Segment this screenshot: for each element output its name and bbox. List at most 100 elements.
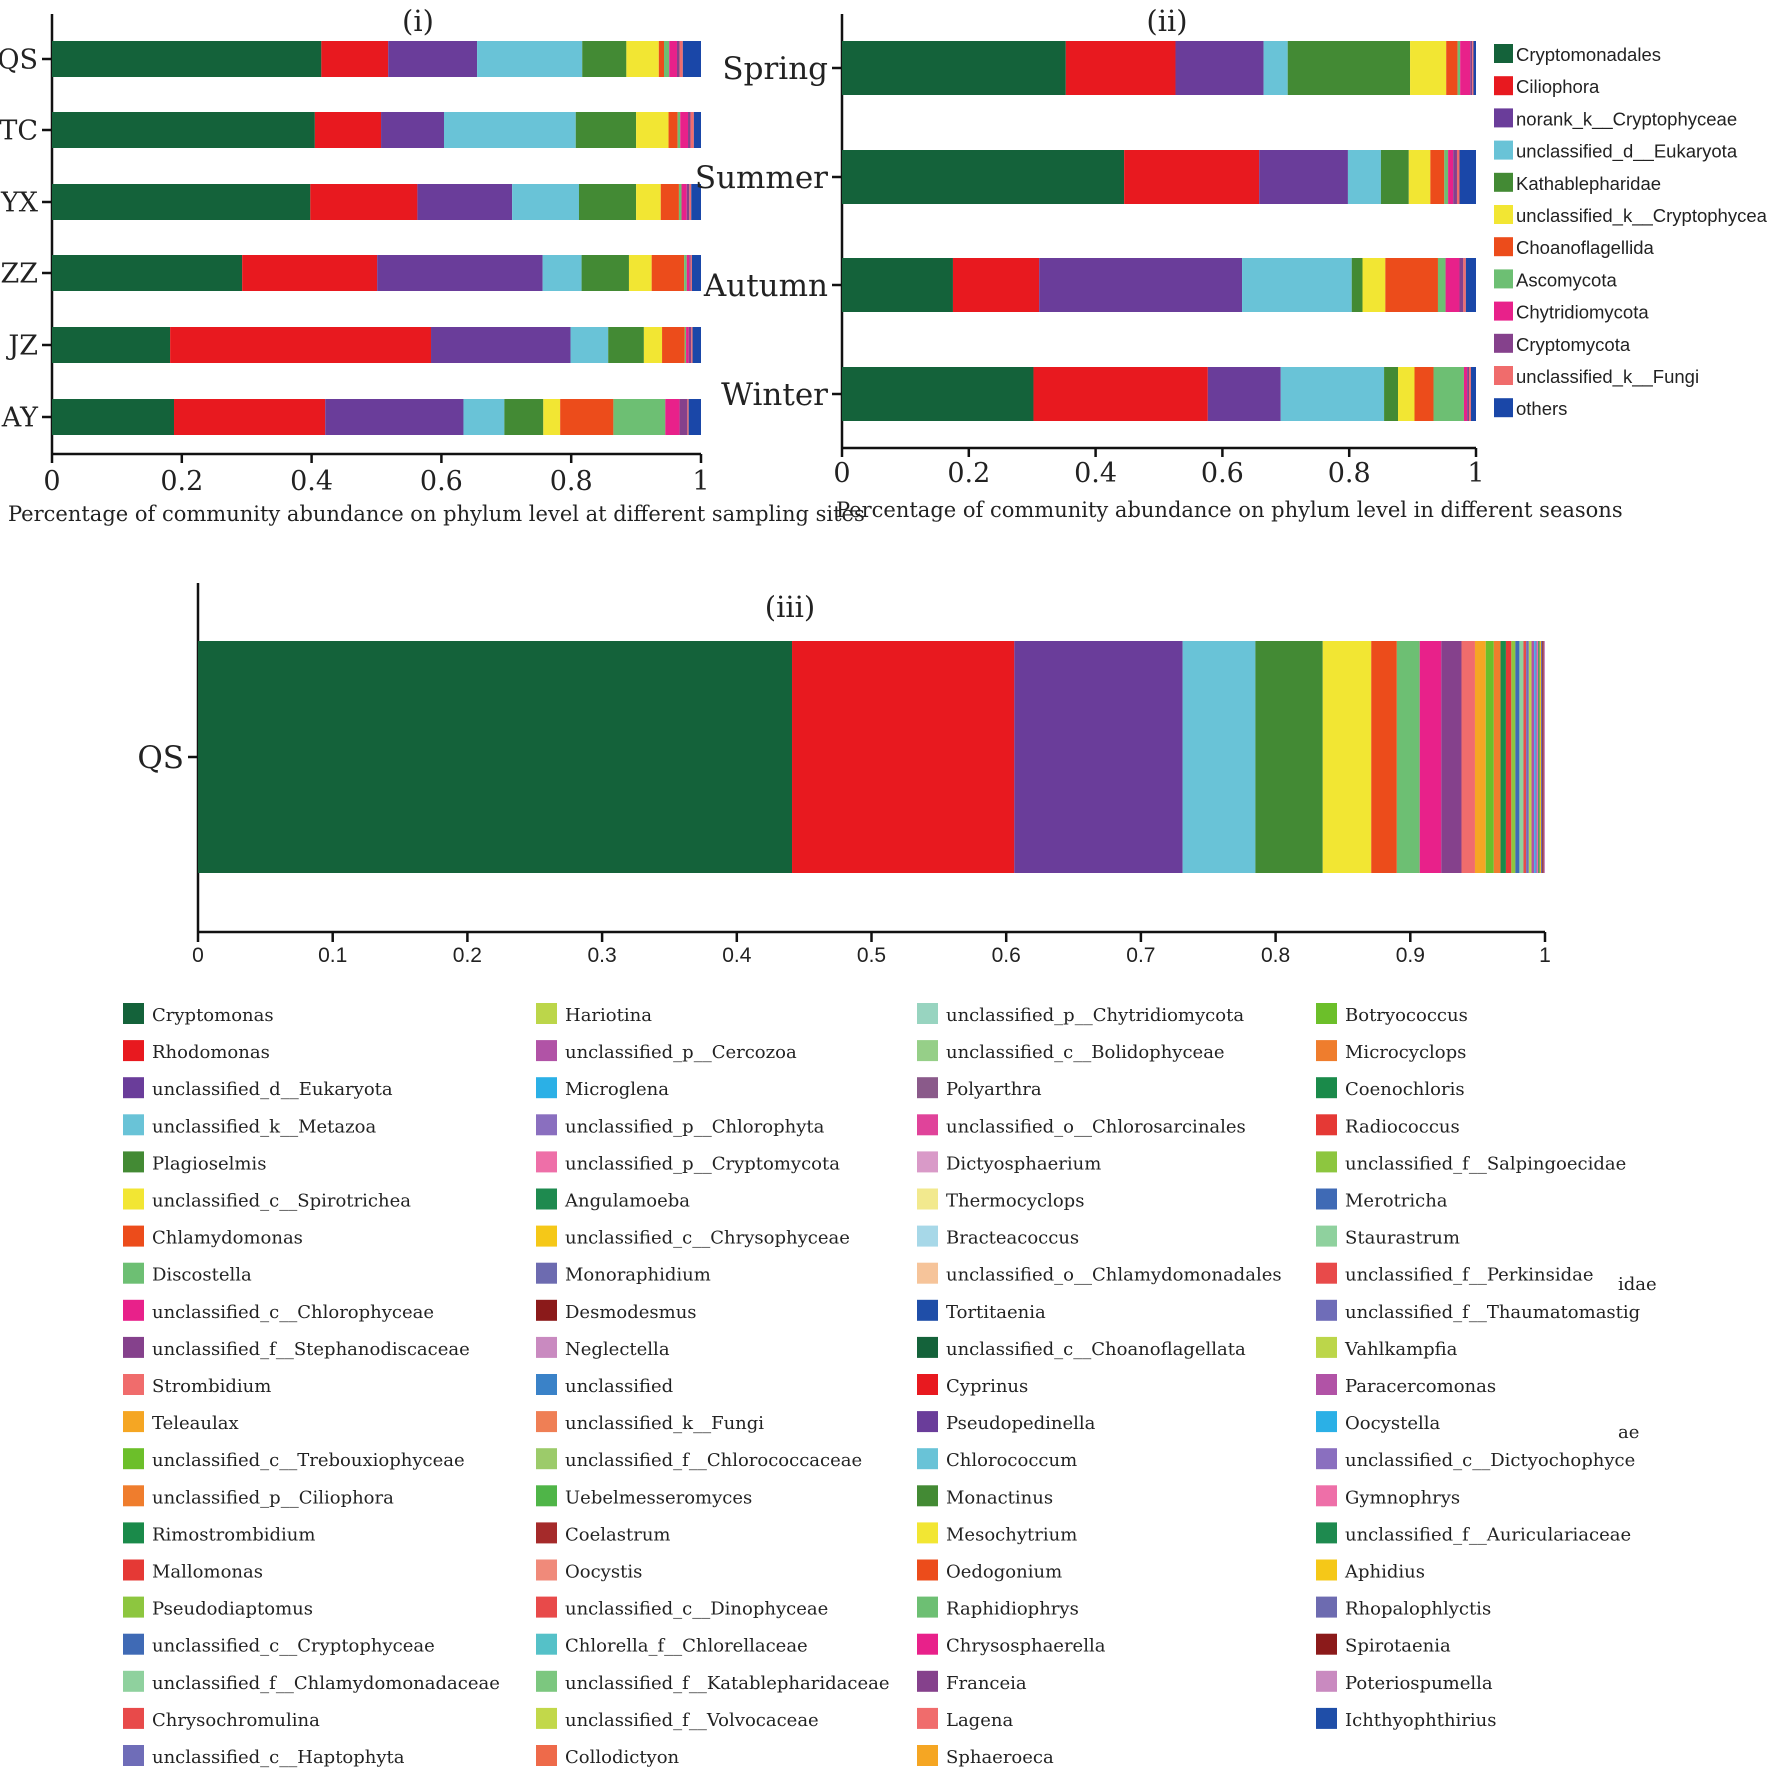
legend-label-oedogonium: Oedogonium: [946, 1562, 1062, 1583]
panel-ii-bar-autumn-unclassified-k-cryptophycea: [1362, 258, 1386, 312]
legend-label-radiococcus: Radiococcus: [1345, 1116, 1460, 1137]
panel-iii-bar-qs-plagioselmis: [1255, 641, 1323, 873]
panel-ii-category-label-autumn: Autumn: [703, 268, 828, 304]
legend-swatch-chlamydomonas: [123, 1225, 144, 1247]
panel-i-bar-ay-unclassified-k-fungi: [687, 399, 689, 435]
panel-i-bar-tc-norank-k-cryptophyceae: [381, 112, 444, 148]
legend-label-ascomycota: Ascomycota: [1516, 269, 1617, 290]
legend-label-cyprinus: Cyprinus: [946, 1376, 1028, 1397]
legend-label-rhopalophlyctis: Rhopalophlyctis: [1345, 1599, 1491, 1620]
panel-iii-bar-qs-rhodomonas: [792, 641, 1015, 873]
legend-swatch-botryococcus: [1316, 1003, 1337, 1024]
panel-ii-bar-winter-ciliophora: [1033, 367, 1208, 421]
legend-label-unclassified-p-chytridiomycota: unclassified_p__Chytridiomycota: [946, 1005, 1244, 1026]
legend-swatch-cryptomonas: [123, 1003, 144, 1024]
panel-i-bar-tc-ciliophora: [314, 112, 382, 148]
panel-iii-genus: (iii) 0 0.1 0.2 0.3 0.4 0.5 0.6 0.7 0.8 0.9 1 QS Cry…: [123, 583, 1657, 1768]
panel-ii-bar-autumn-choanoflagellida: [1385, 258, 1438, 312]
legend-swatch-unclassified-f-auriculariaceae: [1316, 1522, 1337, 1544]
panel-i-bar-yx-kathablepharidae: [578, 184, 637, 220]
legend-swatch-unclassified-c-bolidophyceae: [917, 1040, 938, 1062]
panel-ii-bar-autumn-chytridiomycota: [1445, 258, 1460, 312]
legend-label-coenochloris: Coenochloris: [1345, 1079, 1465, 1100]
legend-label-collodictyon: Collodictyon: [565, 1747, 680, 1768]
legend-swatch-cryptomycota: [1494, 333, 1513, 353]
legend-swatch-paracercomonas: [1316, 1374, 1337, 1395]
legend-label-hariotina: Hariotina: [565, 1005, 652, 1026]
panel-i-category-label-yx: YX: [0, 187, 39, 218]
legend-label-bracteacoccus: Bracteacoccus: [946, 1228, 1079, 1249]
legend-label-monactinus: Monactinus: [946, 1487, 1053, 1508]
legend-swatch-poteriospumella: [1316, 1670, 1337, 1692]
panel-ii-bar-spring-cryptomonadales: [842, 41, 1066, 95]
panel-ii-bar-spring-kathablepharidae: [1287, 41, 1411, 95]
panel-ii-category-label-spring: Spring: [722, 51, 828, 87]
legend-swatch-ichthyophthirius: [1316, 1707, 1337, 1729]
legend-label-unclassified-p-ciliophora: unclassified_p__Ciliophora: [152, 1487, 394, 1508]
panel-ii-bar-autumn-kathablepharidae: [1351, 258, 1363, 312]
legend-swatch-unclassified-f-stephanodiscaceae: [123, 1336, 144, 1358]
panel-i-bar-zz-unclassified-d-eukaryota: [542, 255, 582, 291]
panel-iii-bar-qs-mallomonas: [1505, 641, 1512, 873]
legend-swatch-gymnophrys: [1316, 1485, 1337, 1507]
panel-i-bar-tc-ascomycota: [677, 112, 681, 148]
legend-label-aphidius: Aphidius: [1344, 1562, 1425, 1583]
panel-i-x-tick-label: 0: [43, 466, 60, 497]
panel-iii-bar-qs-hariotina: [1528, 641, 1532, 873]
panel-i-bar-tc-others: [693, 112, 701, 148]
panel-ii-bar-winter-others: [1470, 367, 1476, 421]
legend-label-oocystis: Oocystis: [565, 1562, 642, 1583]
legend-swatch-radiococcus: [1316, 1114, 1337, 1136]
legend-swatch-others: [1494, 398, 1513, 418]
legend-swatch-sphaeroeca: [917, 1745, 938, 1766]
legend-swatch-oocystella: [1316, 1411, 1337, 1433]
legend-swatch-unclassified-o-chlorosarcinales: [917, 1114, 938, 1136]
panel-i-bar-ay-unclassified-k-cryptophycea: [543, 399, 561, 435]
legend-label-unclassified-c-bolidophyceae: unclassified_c__Bolidophyceae: [946, 1042, 1225, 1063]
legend-label-unclassified-c-chrysophyceae: unclassified_c__Chrysophyceae: [565, 1228, 850, 1249]
panel-i-bar-tc-unclassified-k-fungi: [690, 112, 694, 148]
legend-label-neglectella: Neglectella: [565, 1339, 670, 1360]
panel-iii-bar-qs-unclassified-c-spirotrichea: [1322, 641, 1372, 873]
legend-swatch-rimostrombidium: [123, 1522, 144, 1544]
legend-label-unclassified-f-salpingoecidae: unclassified_f__Salpingoecidae: [1345, 1153, 1626, 1174]
legend-label-norank-k-cryptophyceae: norank_k__Cryptophyceae: [1516, 108, 1737, 130]
panel-i-bar-qs-kathablepharidae: [582, 41, 627, 77]
legend-label-unclassified-o-chlorosarcinales: unclassified_o__Chlorosarcinales: [946, 1116, 1246, 1137]
panel-ii-bar-spring-unclassified-k-cryptophycea: [1410, 41, 1447, 95]
legend-label-unclassified-c-dinophyceae: unclassified_c__Dinophyceae: [565, 1599, 828, 1620]
panel-i-x-tick-label: 1: [692, 466, 709, 497]
legend-label-franceia: Franceia: [946, 1673, 1027, 1694]
panel-ii-bar-autumn-others: [1465, 258, 1476, 312]
legend-label-pseudodiaptomus: Pseudodiaptomus: [152, 1599, 313, 1620]
panel-i-bar-qs-unclassified-k-fungi: [679, 41, 683, 77]
legend-swatch-unclassified-c-trebouxiophyceae: [123, 1448, 144, 1470]
panel-i-bar-qs-choanoflagellida: [658, 41, 665, 77]
legend-swatch-chlorococcum: [917, 1448, 938, 1470]
panel-i-bar-yx-ciliophora: [310, 184, 418, 220]
legend-label-mallomonas: Mallomonas: [152, 1562, 263, 1583]
legend-swatch-unclassified-k-fungi: [536, 1411, 557, 1433]
legend-swatch-monactinus: [917, 1485, 938, 1507]
legend-label-unclassified-c-trebouxiophyceae: unclassified_c__Trebouxiophyceae: [152, 1450, 465, 1471]
panel-iii-x-tick-label: 0.6: [992, 944, 1021, 967]
legend-label-spirotaenia: Spirotaenia: [1345, 1636, 1451, 1657]
panel-i-x-tick-label: 0.2: [160, 466, 203, 497]
legend-swatch-microglena: [536, 1077, 557, 1099]
panel-ii-bar-winter-unclassified-k-fungi: [1469, 367, 1471, 421]
legend-swatch-strombidium: [123, 1374, 144, 1395]
legend-label-rhodomonas: Rhodomonas: [152, 1042, 270, 1063]
legend-label-unclassified-c-choanoflagellata: unclassified_c__Choanoflagellata: [946, 1339, 1246, 1360]
legend-label-unclassified-f-auriculariaceae: unclassified_f__Auriculariaceae: [1345, 1524, 1631, 1545]
legend-swatch-unclassified-f-thaumatomastig: [1316, 1299, 1337, 1321]
legend-swatch-unclassified-c-chlorophyceae: [123, 1299, 144, 1321]
panel-i-bar-tc-cryptomycota: [688, 112, 691, 148]
panel-ii-x-tick-label: 0.8: [1328, 458, 1371, 489]
panel-iii-bar-qs-unclassified-p-ciliophora: [1493, 641, 1501, 873]
panel-ii-bar-spring-choanoflagellida: [1446, 41, 1458, 95]
legend-label-unclassified-f-volvocaceae: unclassified_f__Volvocaceae: [565, 1710, 819, 1731]
panel-i-xlabel: Percentage of community abundance on phy…: [8, 502, 865, 526]
panel-iii-bar-qs-cryptomonas: [198, 641, 793, 873]
panel-ii-bar-winter-cryptomycota: [1467, 367, 1470, 421]
legend-label-botryococcus: Botryococcus: [1345, 1005, 1468, 1026]
